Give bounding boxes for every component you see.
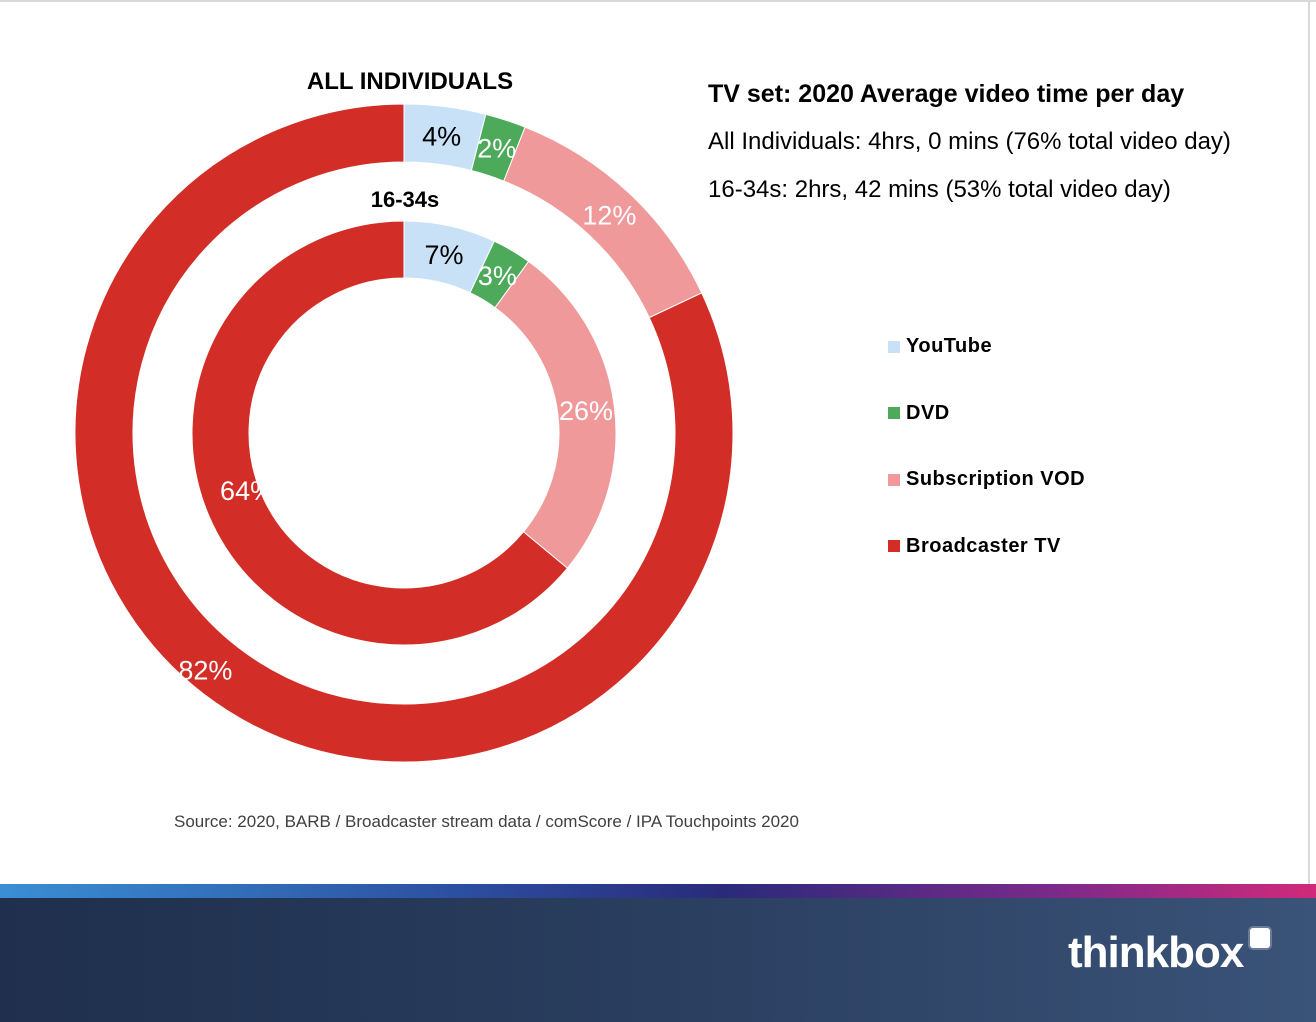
info-title: TV set: 2020 Average video time per day [708, 80, 1185, 108]
info-16-34s: 16-34s: 2hrs, 42 mins (53% total video d… [708, 176, 1171, 203]
info-panel: TV set: 2020 Average video time per day … [708, 76, 1308, 214]
legend-swatch-subscription-vod [888, 473, 900, 486]
inner-label-broadcaster-tv: 64% [220, 476, 274, 506]
frame-top-border [0, 0, 1316, 2]
legend-swatch-youtube [888, 340, 900, 353]
slice-labels: 4% 2% 12% 82% 7% 3% 26% 64% [178, 121, 636, 685]
thinkbox-logo: thinkbox [1068, 928, 1270, 978]
legend-swatch-broadcaster-tv [888, 540, 900, 552]
inner-ring [191, 220, 617, 646]
legend-label-dvd: DVD [906, 401, 950, 424]
legend-label-subscription-vod: Subscription VOD [906, 468, 1086, 490]
footer-gradient-strip [0, 884, 1316, 898]
donut-chart: ALL INDIVIDUALS 16-34s 4% 2% 12% 82% 7% 3% 26%… [74, 68, 734, 763]
outer-ring-title: ALL INDIVIDUALS [307, 68, 513, 95]
legend-label-broadcaster-tv: Broadcaster TV [906, 534, 1061, 557]
inner-label-subscription-vod: 26% [559, 396, 613, 426]
legend-item-broadcaster-tv: Broadcaster TV [888, 530, 1085, 563]
legend: YouTube DVD Subscription VOD Broadcaster… [888, 330, 1085, 596]
legend-item-subscription-vod: Subscription VOD [888, 463, 1085, 496]
frame-right-border [1308, 0, 1310, 900]
outer-slice-broadcaster-tv [74, 103, 734, 763]
info-all-individuals: All Individuals: 4hrs, 0 mins (76% total… [708, 128, 1231, 155]
legend-label-youtube: YouTube [906, 335, 993, 357]
legend-item-youtube: YouTube [888, 330, 1085, 363]
logo-text: thinkbox [1068, 928, 1244, 977]
legend-swatch-dvd [888, 407, 900, 419]
outer-ring [74, 103, 734, 763]
inner-slice-broadcaster-tv [191, 220, 569, 646]
outer-label-dvd: 2% [477, 134, 516, 164]
footer-band [0, 884, 1316, 1022]
logo-square-icon [1250, 928, 1270, 948]
outer-label-broadcaster-tv: 82% [178, 656, 232, 686]
legend-item-dvd: DVD [888, 397, 1085, 430]
outer-label-subscription-vod: 12% [582, 200, 636, 230]
source-note: Source: 2020, BARB / Broadcaster stream … [174, 812, 799, 831]
outer-label-youtube: 4% [422, 121, 461, 151]
inner-label-dvd: 3% [478, 261, 517, 291]
inner-ring-title: 16-34s [371, 187, 440, 212]
inner-label-youtube: 7% [425, 240, 464, 270]
